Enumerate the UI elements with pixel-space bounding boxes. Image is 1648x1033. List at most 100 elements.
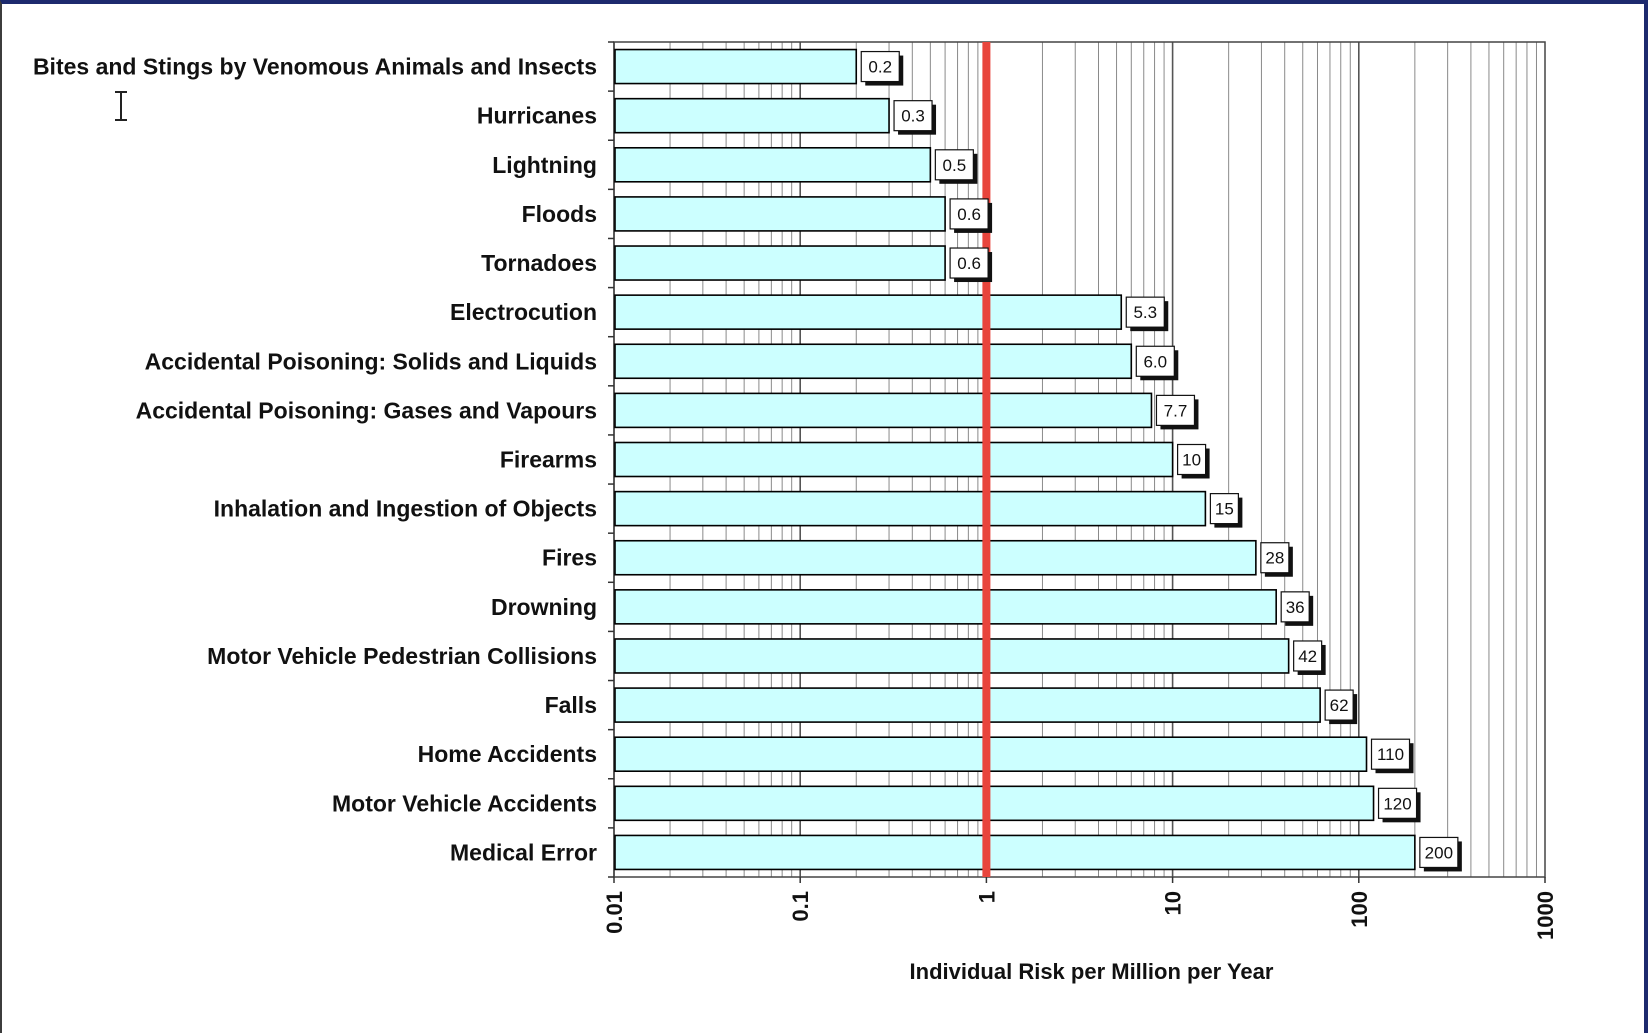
value-label-text: 0.5 — [943, 156, 967, 175]
value-label: 7.7 — [1155, 394, 1199, 430]
bar — [614, 736, 1368, 773]
value-label-box — [949, 247, 989, 279]
value-label-box — [1125, 296, 1165, 328]
bar — [614, 196, 946, 232]
value-label-text: 110 — [1377, 745, 1404, 764]
category-label: Firearms — [500, 447, 597, 473]
x-tick-label: 10 — [1161, 891, 1186, 915]
value-label: 42 — [1293, 640, 1326, 675]
bar — [614, 638, 1290, 674]
value-label: 36 — [1280, 591, 1314, 626]
category-label: Tornadoes — [481, 250, 597, 276]
value-label-text: 0.6 — [957, 254, 981, 273]
value-label: 0.3 — [893, 100, 937, 135]
value-label-box — [1324, 689, 1354, 721]
category-labels: Bites and Stings by Venomous Animals and… — [33, 54, 597, 866]
category-label: Home Accidents — [418, 741, 597, 767]
category-label: Falls — [545, 692, 597, 718]
x-tick-label: 1000 — [1533, 891, 1558, 940]
value-label-text: 36 — [1286, 598, 1305, 617]
category-label: Electrocution — [450, 299, 597, 325]
value-label: 0.2 — [860, 50, 904, 86]
bar — [614, 687, 1321, 723]
bar — [614, 490, 1207, 527]
bar — [614, 589, 1277, 625]
category-label: Motor Vehicle Pedestrian Collisions — [207, 643, 597, 669]
category-label: Inhalation and Ingestion of Objects — [214, 496, 597, 522]
value-labels: 0.2 0.3 0.5 0.6 0.6 5.3 6.0 7.7 10 15 28 36 42 62 110 1… — [860, 50, 1462, 872]
text-cursor-icon — [115, 91, 127, 121]
value-label-box — [1280, 591, 1310, 623]
category-label: Floods — [522, 201, 597, 227]
bar — [614, 146, 932, 183]
value-label-box — [1419, 836, 1459, 869]
value-label-text: 0.6 — [957, 205, 981, 224]
value-label: 200 — [1419, 836, 1462, 872]
bar — [614, 48, 858, 85]
category-label: Motor Vehicle Accidents — [332, 790, 597, 816]
value-label-text: 0.2 — [868, 58, 892, 77]
value-label-box — [1176, 443, 1207, 476]
value-label-box — [893, 100, 933, 132]
value-label-box — [1370, 738, 1411, 770]
bar — [614, 392, 1153, 429]
bar — [614, 834, 1416, 871]
value-label-text: 10 — [1182, 451, 1201, 470]
value-label: 5.3 — [1125, 296, 1169, 332]
bar — [614, 294, 1123, 330]
value-label: 6.0 — [1135, 345, 1179, 381]
risk-bar-chart: 0.20.30.50.60.65.36.07.71015283642621101… — [33, 41, 1558, 984]
value-label: 15 — [1209, 493, 1243, 528]
category-label: Lightning — [492, 152, 597, 178]
axes — [608, 41, 1546, 883]
bar — [614, 245, 946, 281]
bars — [614, 48, 1416, 871]
value-label-text: 28 — [1265, 549, 1284, 568]
value-label: 110 — [1370, 738, 1414, 774]
value-label: 120 — [1377, 787, 1421, 823]
category-label: Drowning — [491, 594, 597, 620]
value-label-text: 6.0 — [1143, 352, 1167, 371]
plot-border — [613, 41, 1546, 878]
bar — [614, 539, 1257, 576]
value-label: 62 — [1324, 689, 1358, 725]
x-tick-label: 100 — [1347, 891, 1372, 928]
bar — [614, 343, 1133, 380]
value-label-text: 0.3 — [901, 107, 925, 126]
x-axis-title: Individual Risk per Million per Year — [910, 959, 1274, 984]
value-label-text: 42 — [1298, 647, 1317, 666]
category-label: Hurricanes — [477, 103, 597, 129]
value-label-text: 62 — [1330, 696, 1349, 715]
value-label-box — [1209, 493, 1239, 525]
value-label: 28 — [1260, 542, 1293, 577]
value-label: 0.6 — [949, 247, 993, 283]
category-label: Accidental Poisoning: Solids and Liquids — [145, 348, 597, 374]
value-label-box — [949, 198, 989, 230]
value-label-text: 200 — [1425, 843, 1453, 862]
value-label: 10 — [1176, 443, 1210, 479]
value-label-box — [934, 149, 974, 181]
value-label-text: 15 — [1215, 500, 1234, 519]
value-label: 0.5 — [934, 149, 978, 184]
value-label-box — [860, 50, 900, 83]
value-label-text: 5.3 — [1133, 303, 1157, 322]
category-label: Medical Error — [450, 839, 597, 865]
value-label-box — [1377, 787, 1418, 819]
value-label-text: 7.7 — [1164, 401, 1188, 420]
category-label: Accidental Poisoning: Gases and Vapours — [136, 397, 597, 423]
x-tick-label: 0.1 — [788, 891, 813, 922]
value-label-box — [1135, 345, 1175, 377]
bar — [614, 785, 1375, 822]
value-label-box — [1260, 542, 1290, 574]
x-tick-label: 1 — [974, 891, 999, 903]
x-tick-labels: 0.01 0.1 1 10 100 1000 — [602, 891, 1558, 940]
category-label: Bites and Stings by Venomous Animals and… — [33, 54, 597, 80]
category-label: Fires — [542, 545, 597, 571]
value-label: 0.6 — [949, 198, 993, 233]
bar — [614, 441, 1174, 478]
bar — [614, 97, 890, 134]
value-label-text: 120 — [1383, 794, 1411, 813]
value-label-box — [1155, 394, 1196, 426]
x-tick-label: 0.01 — [602, 891, 627, 934]
